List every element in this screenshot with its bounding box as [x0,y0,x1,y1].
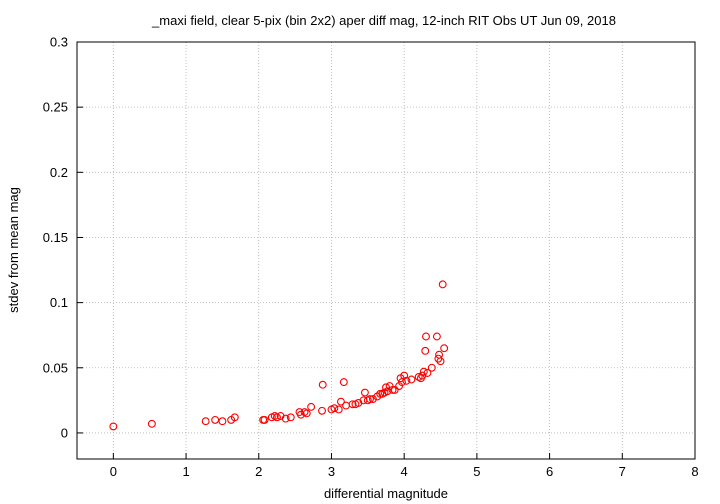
y-tick-label: 0 [61,425,68,440]
data-point [366,395,374,404]
data-point [407,375,416,384]
data-point [272,413,281,422]
data-point [318,380,327,389]
data-point [436,357,445,366]
data-point [382,383,390,392]
x-tick-label: 2 [255,464,262,479]
data-point [260,415,269,424]
data-point [440,344,449,353]
x-tick-label: 1 [182,464,189,479]
y-tick-label: 0.2 [50,165,68,180]
data-point [419,367,428,376]
data-point [318,406,326,415]
x-tick-label: 4 [401,464,408,479]
data-point [147,419,156,428]
x-tick-label: 5 [473,464,480,479]
y-tick-label: 0.1 [50,295,68,310]
x-tick-label: 7 [619,464,626,479]
data-point [218,417,227,426]
y-tick-label: 0.3 [50,35,68,50]
data-point [281,414,290,423]
tick-labels: 0 1 2 3 4 5 6 7 8 0 0.05 0.1 0.15 0.2 0.25 0.3 [43,35,699,480]
data-point [402,376,411,385]
data-point [360,388,369,397]
data-point [109,422,118,431]
x-tick-label: 8 [691,464,698,479]
data-point [422,332,430,341]
data-point [307,402,316,411]
data-point [427,363,436,372]
data-point [336,397,345,406]
data-point [348,400,357,409]
y-axis-label: stdev from mean mag [6,187,21,313]
data-point [339,378,348,387]
data-point [330,404,339,413]
data-point [376,389,385,398]
data-point [286,413,295,422]
chart-title: _maxi field, clear 5-pix (bin 2x2) aper … [151,13,616,28]
data-point [201,417,210,426]
x-tick-label: 0 [110,464,117,479]
data-point [334,405,343,414]
x-axis-label: differential magnitude [324,486,448,501]
data-point [383,387,392,396]
plot-frame [76,41,696,460]
data-point [432,332,441,341]
data-point [421,346,430,355]
data-point [230,413,239,422]
data-point [434,354,443,363]
data-points [109,280,449,431]
data-point [423,369,432,377]
data-point [211,415,220,424]
data-point [400,371,409,380]
x-tick-label: 6 [546,464,553,479]
data-point [390,385,399,394]
y-tick-label: 0.25 [43,100,68,115]
y-tick-label: 0.15 [43,230,68,245]
x-tick-label: 3 [328,464,335,479]
y-tick-label: 0.05 [43,360,68,375]
data-point [388,385,397,394]
data-point [302,409,311,418]
data-point [438,280,447,289]
data-point [368,395,377,404]
